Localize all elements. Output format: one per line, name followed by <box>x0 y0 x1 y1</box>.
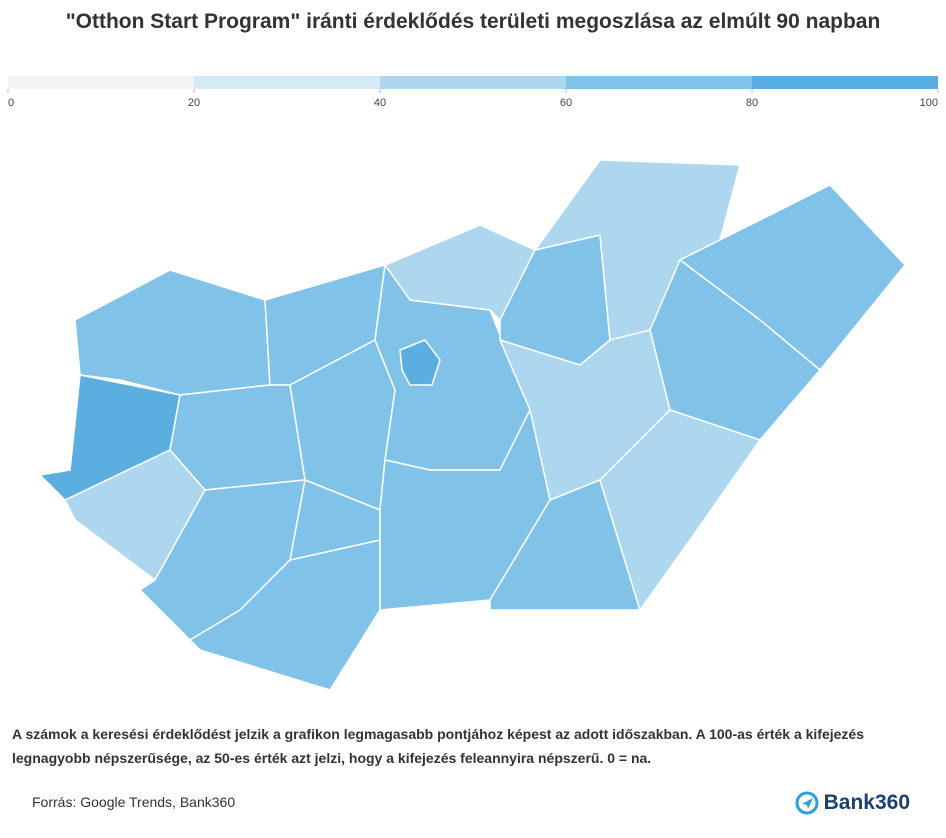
logo-text: Bank360 <box>823 791 910 814</box>
legend-swatch <box>8 76 194 89</box>
source: Forrás: Google Trends, Bank360 <box>32 794 236 810</box>
legend-tick-label: 0 <box>8 97 14 109</box>
legend-swatch <box>380 76 566 89</box>
footnote: A számok a keresési érdeklődést jelzik a… <box>12 726 864 766</box>
legend-tick-label: 60 <box>560 97 572 109</box>
county <box>74 269 271 396</box>
legend-tick-label: 80 <box>746 97 758 109</box>
legend-swatch <box>752 76 938 89</box>
legend-swatch <box>566 76 752 89</box>
legend-swatch <box>194 76 380 89</box>
county <box>599 409 761 611</box>
county <box>489 479 641 611</box>
logo: Bank360 <box>794 790 910 816</box>
legend-tick-label: 20 <box>188 97 200 109</box>
county <box>399 339 441 386</box>
chart-title: "Otthon Start Program" iránti érdeklődés… <box>65 10 881 33</box>
logo-icon <box>795 791 819 815</box>
legend-tick-label: 100 <box>920 97 938 109</box>
legend-tick-label: 40 <box>374 97 386 109</box>
